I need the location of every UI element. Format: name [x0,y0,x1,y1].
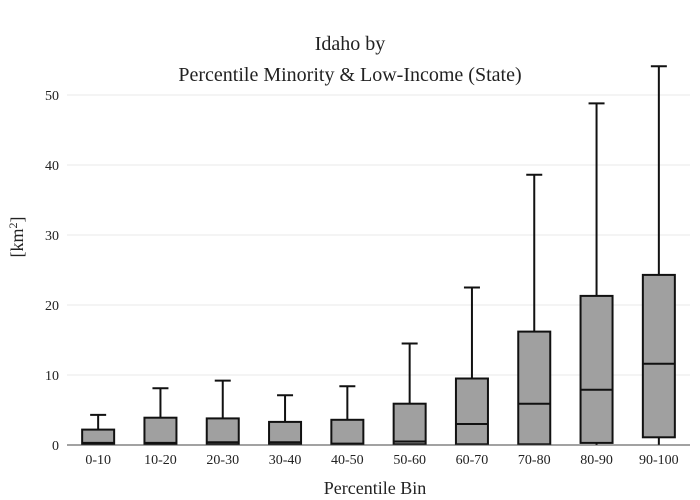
chart-title-line1: Idaho by [315,33,386,55]
y-tick-label: 0 [52,439,59,454]
x-axis-label: Percentile Bin [324,478,426,498]
x-tick-label: 0-10 [85,453,111,468]
box-group-0-10 [81,413,116,446]
box-group-80-90 [579,102,614,445]
x-tick-label: 30-40 [269,453,302,468]
box-iqr [268,420,303,446]
y-tick-label: 40 [45,159,59,174]
box-iqr [579,294,614,444]
box-iqr [143,416,178,446]
box-iqr [81,428,116,446]
y-tick-label: 10 [45,369,59,384]
box-iqr [330,418,365,446]
box-iqr [392,402,427,446]
x-tick-label: 50-60 [393,453,426,468]
box-iqr [454,377,489,446]
box-group-90-100 [641,65,676,445]
x-tick-label: 90-100 [639,453,679,468]
box-group-10-20 [143,387,178,446]
y-axis-ticks: 0 10 20 30 40 50 [45,89,59,454]
box-iqr [205,417,240,446]
boxes [81,65,676,446]
y-tick-label: 30 [45,229,59,244]
x-tick-label: 40-50 [331,453,364,468]
box-group-20-30 [205,379,240,446]
box-group-30-40 [268,394,303,446]
chart-title-line2: Percentile Minority & Low-Income (State) [178,64,521,86]
x-axis-ticks: 0-10 10-20 20-30 30-40 40-50 50-60 60-70 70-80 8… [85,453,678,468]
y-axis-label-superscript: 2 [6,223,20,229]
box-group-40-50 [330,385,365,446]
box-iqr [641,273,676,439]
y-axis-label-base: [km [7,229,27,258]
box-group-50-60 [392,342,427,446]
box-group-70-80 [517,173,552,446]
y-axis-label-end: ] [7,217,27,223]
y-axis-label: [km2] [6,217,27,258]
x-tick-label: 70-80 [518,453,551,468]
x-tick-label: 10-20 [144,453,177,468]
x-tick-label: 20-30 [206,453,239,468]
x-tick-label: 80-90 [580,453,613,468]
x-tick-label: 60-70 [456,453,489,468]
y-tick-label: 20 [45,299,59,314]
box-iqr [517,330,552,446]
y-tick-label: 50 [45,89,59,104]
box-group-60-70 [454,286,489,446]
